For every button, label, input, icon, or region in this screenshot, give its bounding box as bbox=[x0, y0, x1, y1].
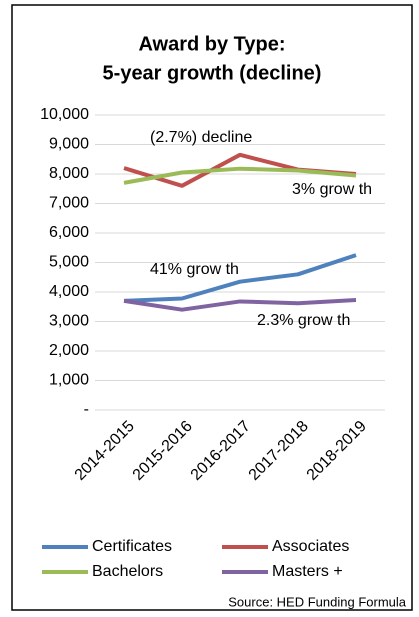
source: Source: HED Funding Formula bbox=[228, 594, 407, 609]
series-line bbox=[123, 166, 357, 185]
y-tick-label: 8,000 bbox=[49, 165, 89, 182]
legend-label: Associates bbox=[272, 538, 349, 555]
y-tick-label: 5,000 bbox=[49, 254, 89, 271]
y-tick-label: 3,000 bbox=[49, 313, 89, 330]
y-tick-label: - bbox=[84, 401, 89, 418]
legend-label: Bachelors bbox=[92, 563, 163, 580]
series-line bbox=[123, 253, 357, 303]
y-tick-label: 1,000 bbox=[49, 372, 89, 389]
y-tick-label: 4,000 bbox=[49, 283, 89, 300]
annotation: 3% grow th bbox=[292, 181, 372, 198]
y-tick-label: 2,000 bbox=[49, 342, 89, 359]
annotation: 41% grow th bbox=[150, 261, 239, 278]
y-tick-label: 9,000 bbox=[49, 136, 89, 153]
y-tick-label: 10,000 bbox=[40, 106, 89, 123]
legend-label: Masters + bbox=[272, 563, 343, 580]
y-tick-label: 6,000 bbox=[49, 224, 89, 241]
annotation: (2.7%) decline bbox=[150, 129, 252, 146]
chart-border bbox=[11, 4, 413, 611]
chart-title: 5-year growth (decline) bbox=[103, 62, 322, 84]
legend-label: Certificates bbox=[92, 538, 172, 555]
series-line bbox=[123, 297, 357, 312]
chart-title: Award by Type: bbox=[138, 33, 285, 55]
annotation: 2.3% grow th bbox=[257, 312, 350, 329]
y-tick-label: 7,000 bbox=[49, 195, 89, 212]
